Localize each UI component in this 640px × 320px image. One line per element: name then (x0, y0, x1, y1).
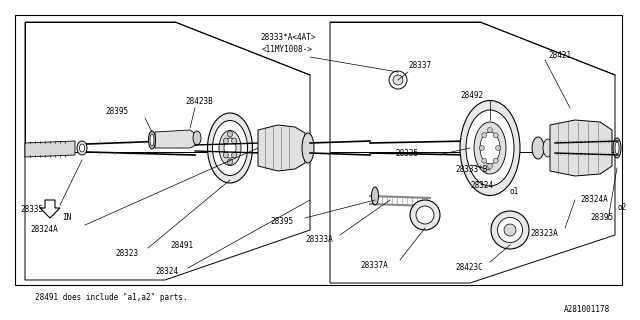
Ellipse shape (493, 133, 498, 138)
Ellipse shape (615, 142, 619, 154)
Ellipse shape (543, 139, 553, 157)
Text: 28333*A<4AT>: 28333*A<4AT> (260, 34, 316, 43)
Ellipse shape (77, 141, 87, 155)
Polygon shape (25, 22, 310, 280)
Text: o2: o2 (618, 204, 627, 212)
Text: 28324A: 28324A (30, 226, 58, 235)
Ellipse shape (393, 75, 403, 85)
Ellipse shape (504, 224, 516, 236)
Text: 28324A: 28324A (580, 196, 608, 204)
Ellipse shape (150, 134, 154, 146)
Ellipse shape (232, 138, 237, 144)
Ellipse shape (480, 132, 500, 164)
Polygon shape (25, 141, 75, 157)
Ellipse shape (474, 122, 506, 174)
Text: 28324: 28324 (155, 268, 178, 276)
Ellipse shape (224, 138, 236, 158)
Ellipse shape (389, 71, 407, 89)
Polygon shape (40, 200, 60, 218)
Polygon shape (550, 120, 612, 176)
Ellipse shape (223, 152, 228, 158)
Ellipse shape (410, 200, 440, 230)
Ellipse shape (193, 131, 201, 145)
Ellipse shape (482, 133, 487, 138)
Text: 28421: 28421 (548, 51, 571, 60)
Ellipse shape (148, 131, 156, 149)
Text: 28491: 28491 (170, 241, 193, 250)
Text: 28335: 28335 (20, 205, 43, 214)
Ellipse shape (493, 158, 498, 163)
Ellipse shape (232, 152, 237, 158)
Text: 28323: 28323 (115, 249, 138, 258)
Ellipse shape (207, 113, 253, 183)
Text: 28492: 28492 (460, 91, 483, 100)
Ellipse shape (227, 131, 232, 137)
Text: 28395: 28395 (105, 108, 128, 116)
Ellipse shape (479, 146, 484, 150)
Ellipse shape (532, 137, 544, 159)
Text: o1: o1 (510, 188, 519, 196)
Text: IN: IN (62, 213, 71, 222)
Ellipse shape (613, 138, 621, 158)
Ellipse shape (371, 187, 378, 205)
Text: 28337A: 28337A (360, 260, 388, 269)
Ellipse shape (466, 110, 514, 186)
Ellipse shape (79, 144, 84, 152)
Text: 28423B: 28423B (185, 98, 212, 107)
Polygon shape (258, 125, 305, 171)
Ellipse shape (223, 138, 228, 144)
Ellipse shape (212, 121, 248, 175)
Ellipse shape (460, 100, 520, 196)
Text: 28323A: 28323A (530, 228, 557, 237)
Ellipse shape (491, 211, 529, 249)
Ellipse shape (497, 218, 522, 243)
Text: 28395: 28395 (590, 213, 613, 222)
Polygon shape (155, 130, 198, 148)
Text: 28337: 28337 (408, 60, 431, 69)
Text: 28333*B: 28333*B (455, 165, 488, 174)
Ellipse shape (227, 159, 232, 165)
Text: A281001178: A281001178 (564, 306, 610, 315)
Text: 28335: 28335 (395, 148, 418, 157)
Text: 28395: 28395 (270, 218, 293, 227)
Text: 28491 does include "a1,a2" parts.: 28491 does include "a1,a2" parts. (35, 293, 188, 302)
Polygon shape (330, 22, 615, 283)
Polygon shape (15, 15, 622, 285)
Ellipse shape (219, 131, 241, 165)
Ellipse shape (482, 158, 487, 163)
Text: 28324: 28324 (470, 180, 493, 189)
Ellipse shape (488, 164, 493, 169)
Text: 28333A: 28333A (305, 236, 333, 244)
Text: 28423C: 28423C (455, 263, 483, 273)
Ellipse shape (416, 206, 434, 224)
Ellipse shape (488, 127, 493, 132)
Text: <11MY1008->: <11MY1008-> (262, 45, 313, 54)
Ellipse shape (302, 133, 314, 163)
Ellipse shape (495, 146, 500, 150)
